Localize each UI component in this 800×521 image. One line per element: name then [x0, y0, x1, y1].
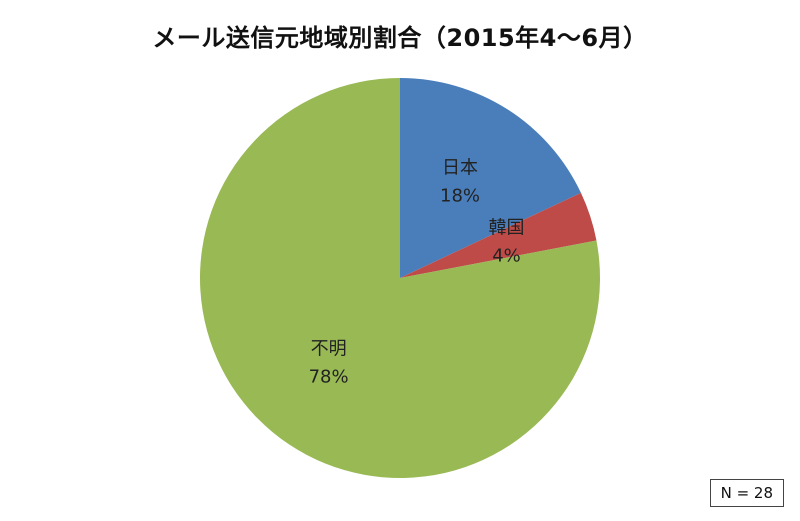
pie-slice-0: [400, 78, 581, 278]
slice-value-label-1: 4%: [492, 245, 521, 266]
slice-label-2: 不明: [311, 338, 347, 359]
slice-label-0: 日本: [442, 157, 478, 178]
pie-slices: [200, 78, 600, 478]
slice-label-1: 韓国: [489, 217, 525, 238]
sample-size-note: N = 28: [709, 479, 784, 507]
pie-labels: 日本 18% 韓国 4% 不明 78%: [309, 157, 525, 387]
pie-slice-2: [200, 78, 600, 478]
slice-value-label-0: 18%: [440, 185, 480, 206]
chart-title: メール送信元地域別割合（2015年4～6月）: [152, 24, 648, 52]
slice-value-label-2: 78%: [309, 366, 349, 387]
pie-slice-1: [400, 192, 597, 278]
